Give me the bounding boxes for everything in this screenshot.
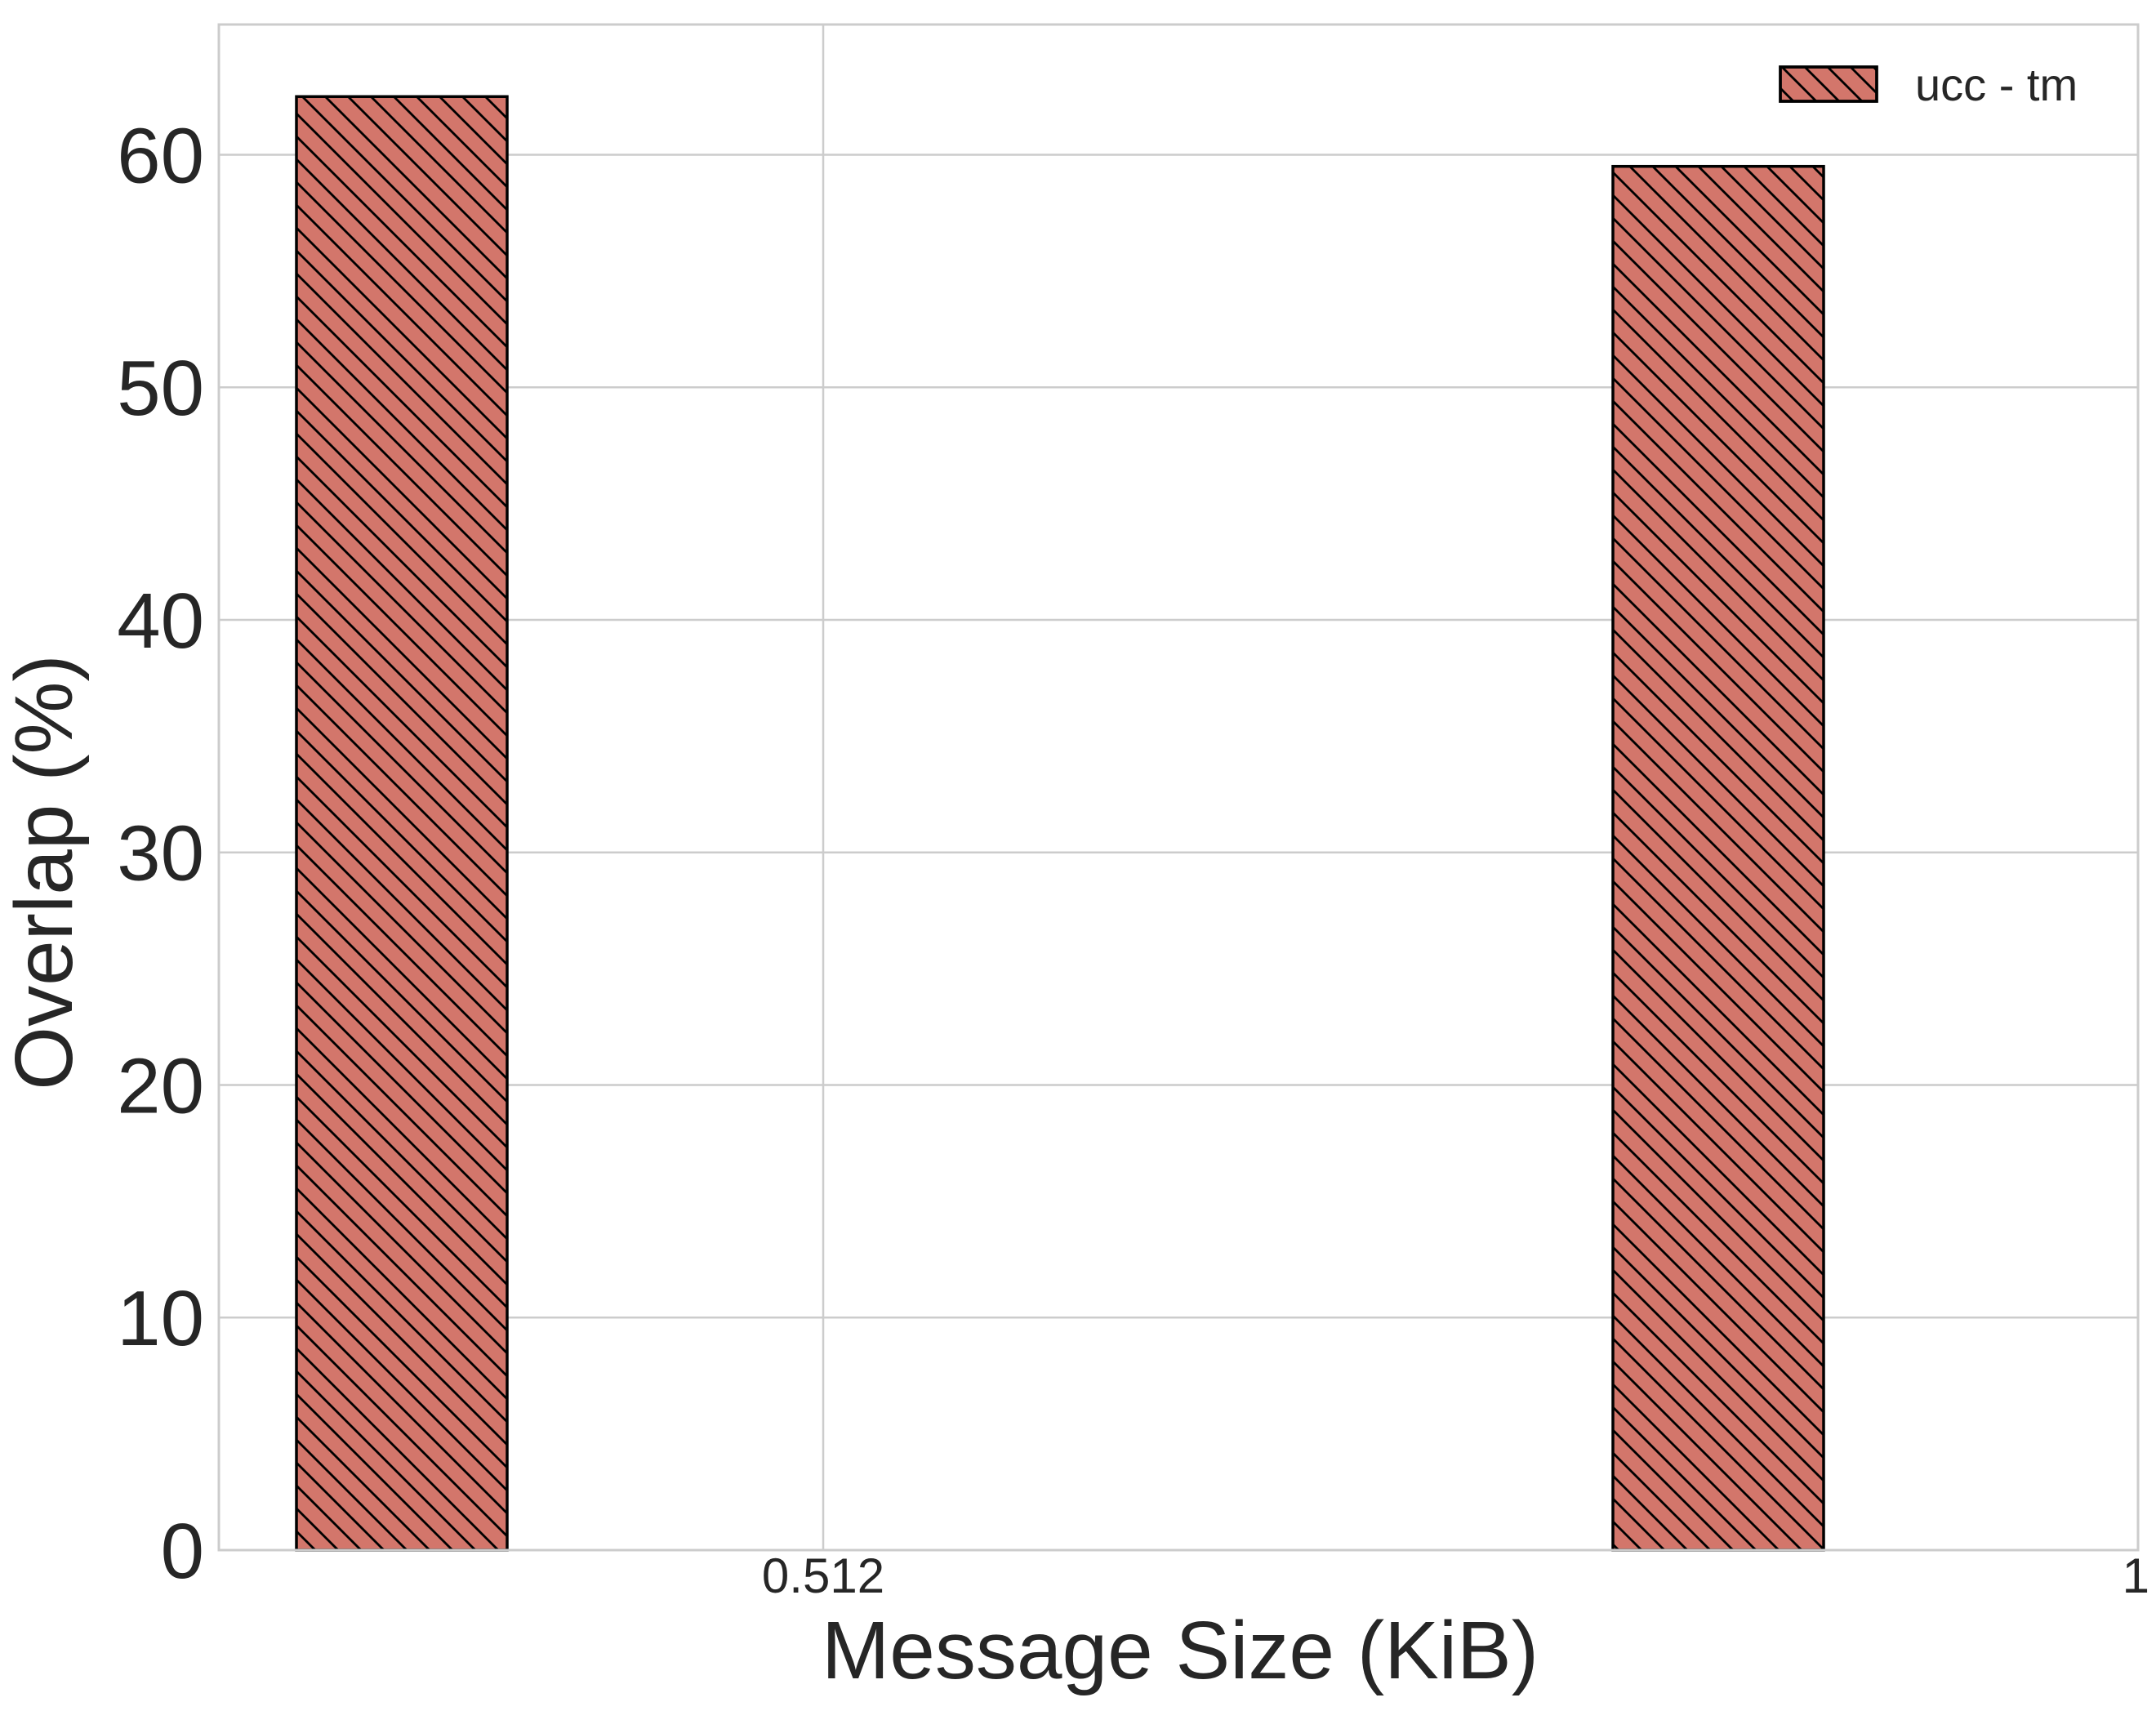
bar (295, 95, 509, 1552)
y-tick-label: 60 (117, 112, 204, 199)
legend-label: ucc - tm (1915, 59, 2078, 110)
bar (1611, 164, 1825, 1552)
y-tick-label: 40 (117, 577, 204, 665)
y-tick-label: 30 (117, 810, 204, 898)
y-axis-label: Overlap (%) (0, 654, 90, 1089)
y-tick-label: 20 (117, 1042, 204, 1130)
x-tick-label: 1 (2123, 1548, 2149, 1603)
bars (295, 95, 1825, 1552)
bar-hatch (295, 95, 509, 1552)
x-tick-labels: 0.512 1 (762, 1548, 2149, 1603)
y-tick-label: 50 (117, 345, 204, 432)
bar-hatch (1611, 164, 1825, 1552)
y-tick-label: 0 (161, 1508, 204, 1595)
y-tick-labels: 0 10 20 30 40 50 60 (117, 112, 204, 1595)
legend-swatch-hatch (1779, 65, 1878, 103)
x-axis-label: Message Size (KiB) (822, 1605, 1539, 1696)
plot-frame (217, 23, 2140, 1552)
x-tick-label: 0.512 (762, 1548, 884, 1603)
y-tick-label: 10 (117, 1275, 204, 1362)
legend: ucc - tm (1779, 59, 2078, 110)
